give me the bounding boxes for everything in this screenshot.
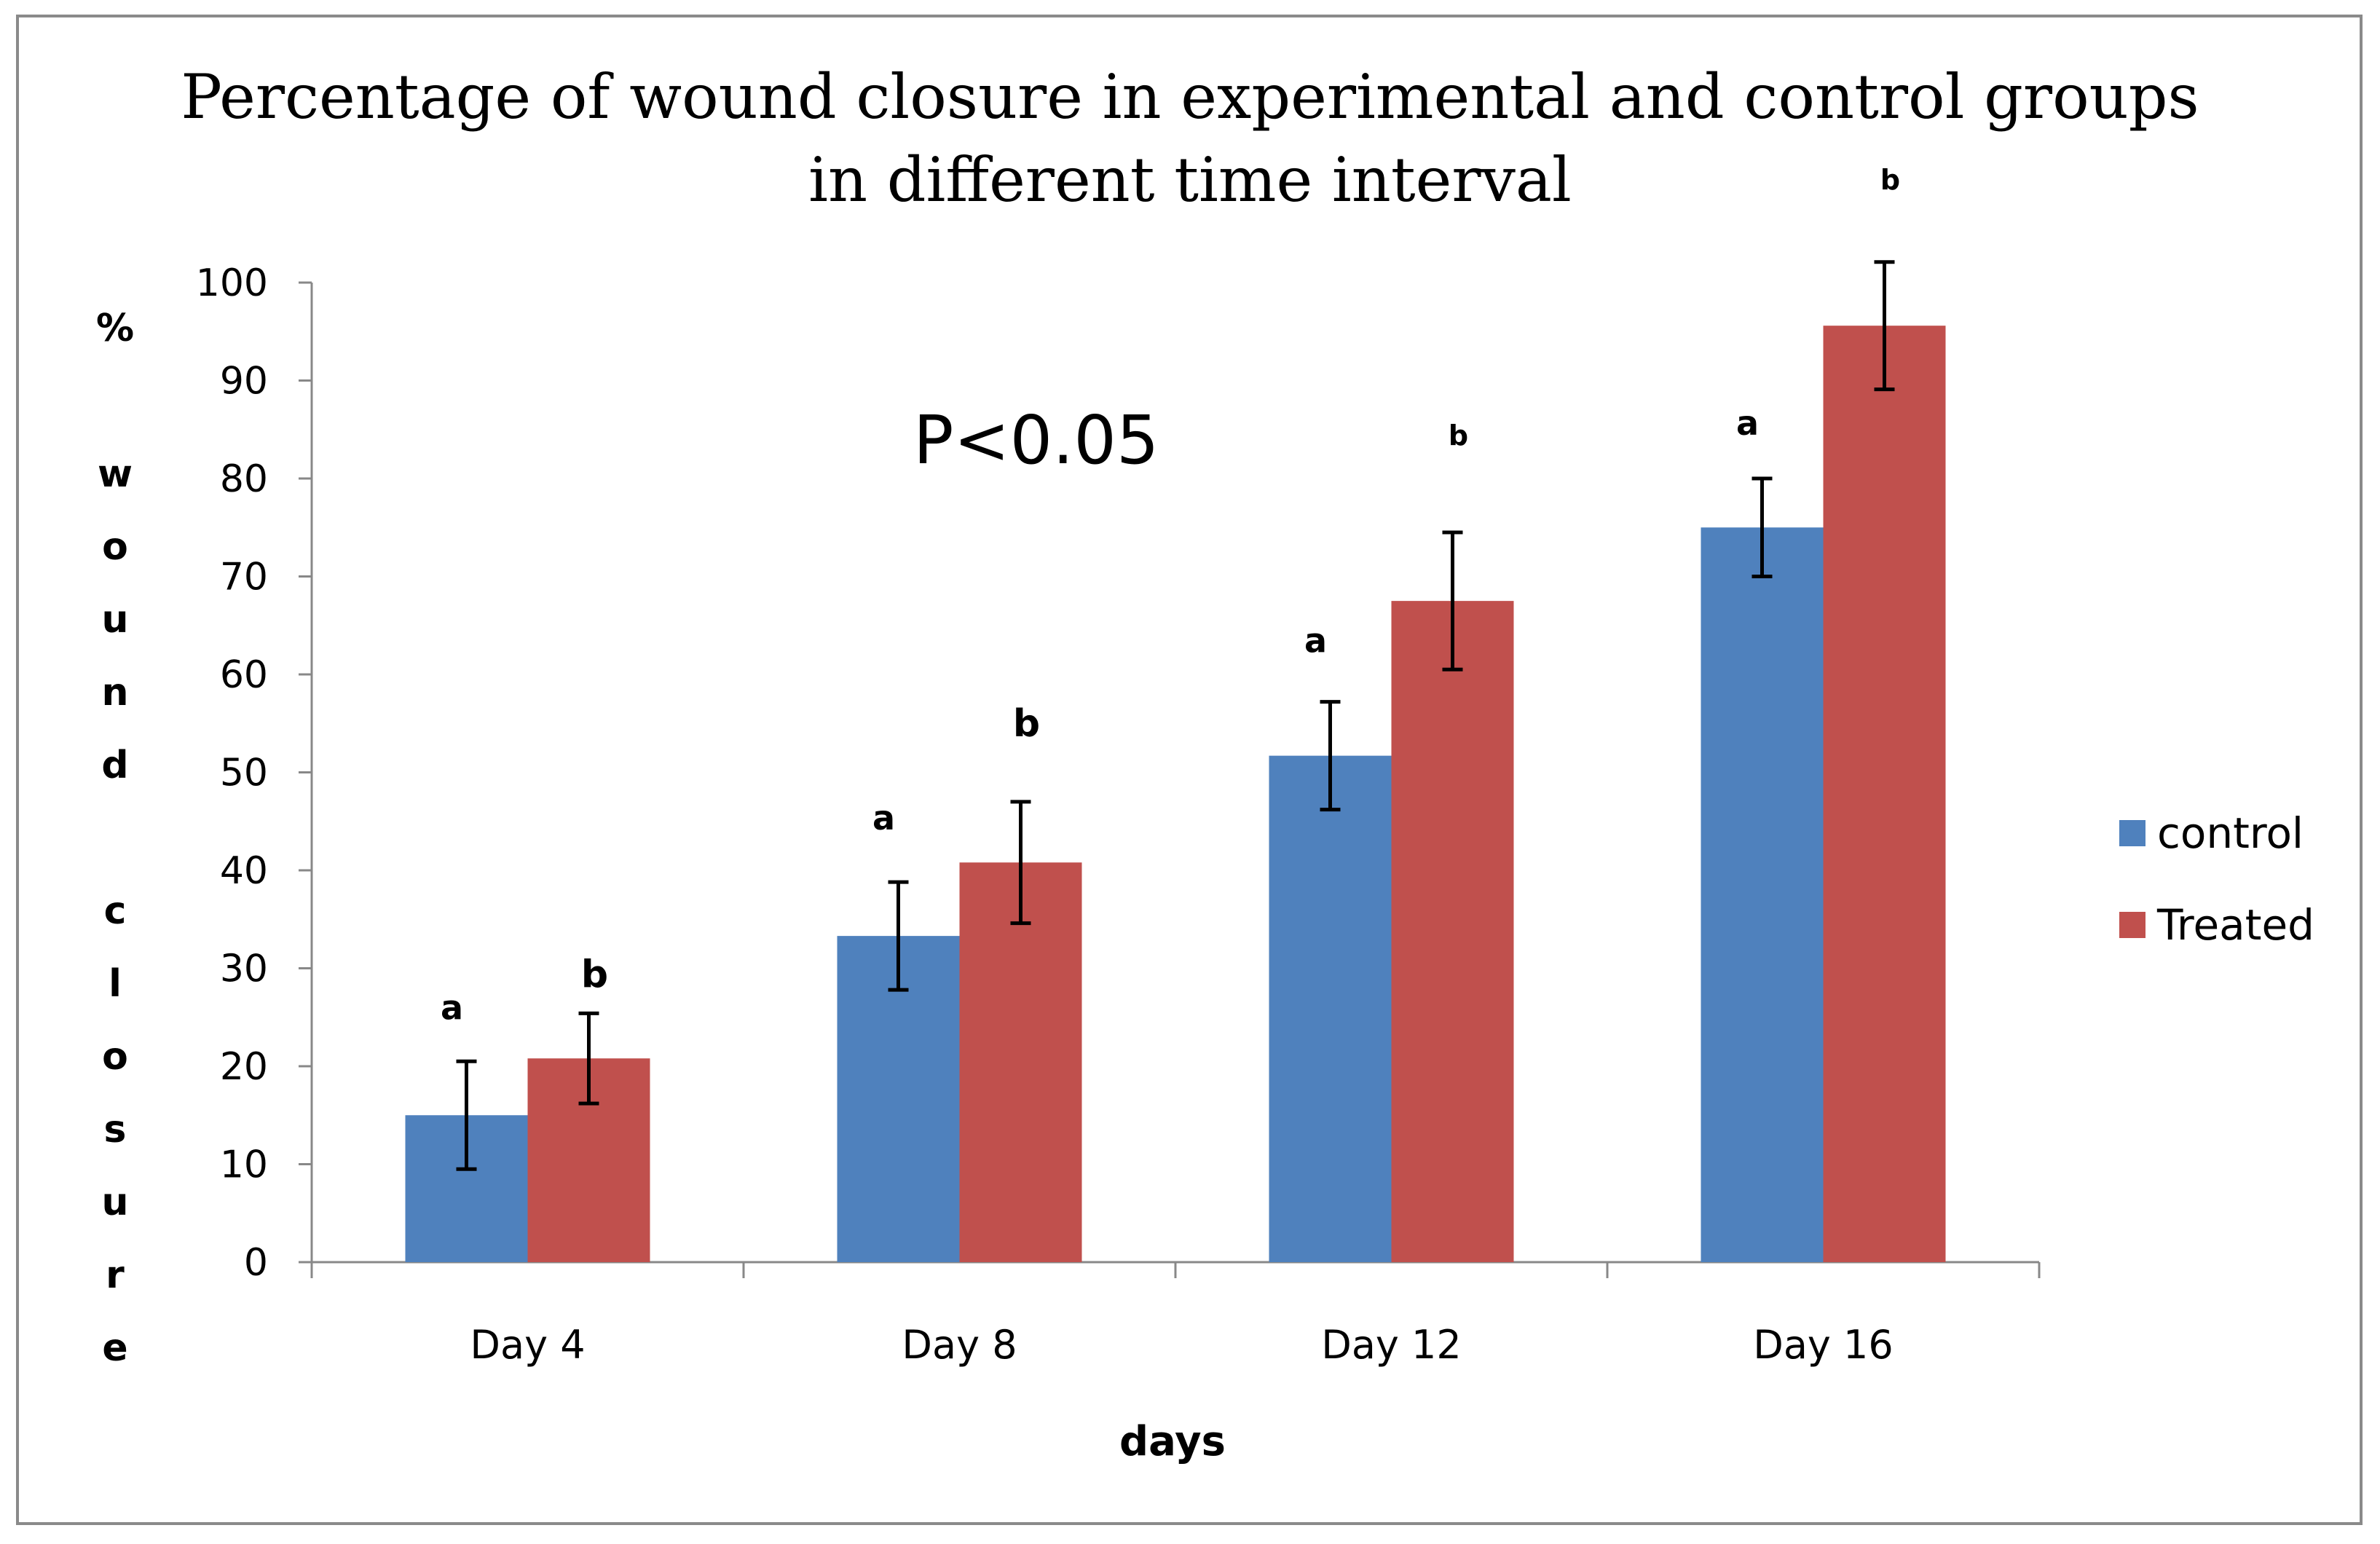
bars bbox=[405, 326, 1946, 1263]
significance-letter: a bbox=[441, 988, 463, 1027]
y-axis-label-char: n bbox=[101, 671, 128, 714]
y-axis-label-char: u bbox=[101, 598, 128, 642]
y-axis-label-char: w bbox=[98, 452, 133, 496]
y-axis-label-char: r bbox=[106, 1253, 125, 1297]
y-tick-label: 10 bbox=[220, 1143, 268, 1187]
chart-title-line-1: Percentage of wound closure in experimen… bbox=[181, 61, 2199, 133]
y-axis-label-char: u bbox=[101, 1181, 128, 1224]
significance-letters: a b a b a b a b bbox=[441, 164, 1900, 1028]
y-axis-label-char: d bbox=[101, 744, 128, 787]
x-axis-label: days bbox=[1119, 1418, 1226, 1465]
y-axis-label-char: o bbox=[102, 525, 128, 569]
significance-letter: b bbox=[1449, 420, 1468, 452]
y-tick-label: 80 bbox=[220, 457, 268, 501]
x-ticks: Day 4 Day 8 Day 12 Day 16 bbox=[310, 1262, 2041, 1368]
y-axis-label-char: % bbox=[96, 307, 134, 350]
x-tick-label: Day 4 bbox=[470, 1322, 585, 1368]
legend-swatch-treated bbox=[2119, 912, 2145, 938]
significance-letter: b bbox=[1880, 164, 1900, 196]
y-axis-label-char: c bbox=[104, 889, 127, 933]
significance-letter: a bbox=[1304, 621, 1327, 661]
bar-treated-day-16 bbox=[1823, 326, 1946, 1263]
bar-treated-day-12 bbox=[1391, 601, 1514, 1262]
chart-title-line-2: in different time interval bbox=[808, 144, 1572, 216]
y-axis-label-char: e bbox=[102, 1326, 127, 1370]
legend-label-control: control bbox=[2157, 808, 2304, 858]
error-bars bbox=[456, 260, 1895, 1171]
y-tick-label: 40 bbox=[220, 849, 268, 893]
bar-treated-day-8 bbox=[959, 862, 1082, 1262]
significance-letter: a bbox=[1736, 403, 1759, 443]
y-tick-label: 60 bbox=[220, 653, 268, 697]
p-value-annotation: P<0.05 bbox=[913, 401, 1159, 479]
y-tick-label: 50 bbox=[220, 752, 268, 795]
x-tick-label: Day 8 bbox=[902, 1322, 1017, 1368]
y-axis-label-char: o bbox=[102, 1035, 128, 1079]
legend-label-treated: Treated bbox=[2156, 900, 2314, 950]
y-tick-label: 0 bbox=[244, 1241, 268, 1285]
legend-swatch-control bbox=[2119, 820, 2145, 846]
y-tick-label: 100 bbox=[196, 261, 268, 305]
x-tick-label: Day 16 bbox=[1753, 1322, 1894, 1368]
bar-control-day-12 bbox=[1269, 755, 1392, 1262]
y-axis-label-char: s bbox=[104, 1108, 127, 1151]
y-ticks: 0 10 20 30 40 50 60 70 80 90 100 bbox=[196, 261, 312, 1285]
y-tick-label: 20 bbox=[220, 1045, 268, 1089]
legend: control Treated bbox=[2119, 808, 2314, 950]
y-tick-label: 90 bbox=[220, 360, 268, 403]
y-tick-label: 30 bbox=[220, 948, 268, 991]
chart-frame bbox=[16, 15, 2363, 1525]
x-tick-label: Day 12 bbox=[1321, 1322, 1462, 1368]
y-tick-label: 70 bbox=[220, 556, 268, 599]
significance-letter: b bbox=[581, 953, 608, 996]
y-axis-label-char: l bbox=[109, 962, 122, 1006]
bar-control-day-16 bbox=[1701, 527, 1824, 1262]
significance-letter: a bbox=[872, 798, 895, 838]
significance-letter: b bbox=[1013, 702, 1040, 746]
